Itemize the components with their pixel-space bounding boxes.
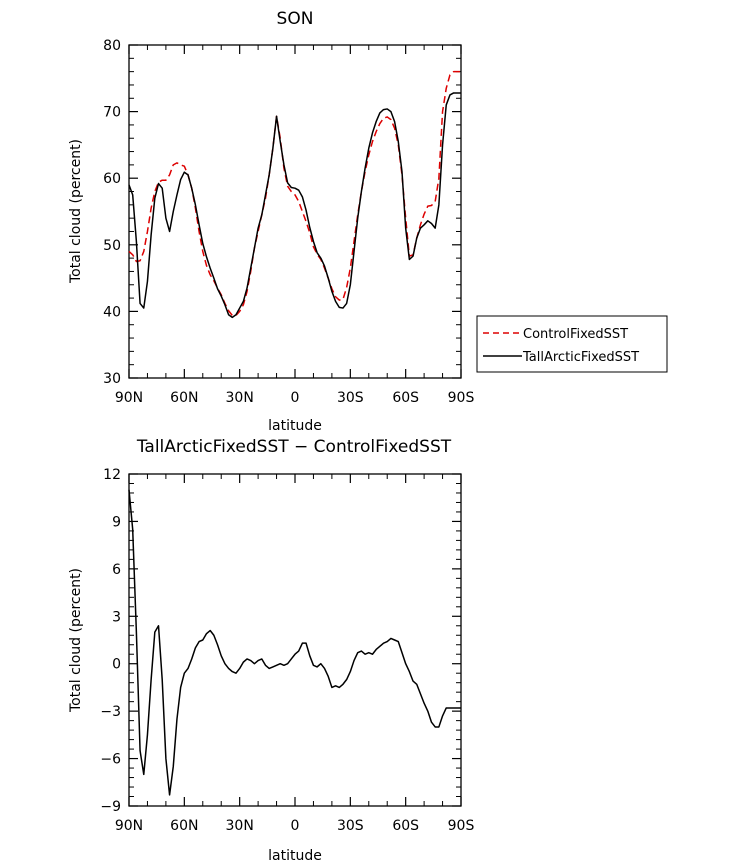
bottom-series-lines: [128, 489, 461, 796]
y-tick-label: 70: [103, 105, 121, 121]
y-tick-label: 12: [103, 467, 121, 483]
series-line-controlfixedsst: [128, 70, 461, 317]
bottom-tick-marks: [128, 473, 462, 807]
x-tick-label: 90N: [115, 818, 143, 834]
bottom-y-axis-title: Total cloud (percent): [68, 568, 84, 713]
y-tick-label: 50: [103, 238, 121, 254]
y-tick-label: 3: [112, 609, 121, 625]
x-tick-label: 60S: [392, 818, 419, 834]
y-tick-label: −3: [100, 704, 121, 720]
x-tick-label: 30N: [226, 390, 254, 406]
y-tick-label: −9: [100, 799, 121, 815]
top-tick-marks: [128, 44, 462, 379]
legend-label-tallarctic: TallArcticFixedSST: [522, 350, 639, 365]
x-tick-label: 90N: [115, 390, 143, 406]
legend-label-control: ControlFixedSST: [523, 327, 628, 342]
x-tick-label: 0: [291, 390, 300, 406]
y-tick-label: 9: [112, 514, 121, 530]
top-chart: SON 90N 60N 30N 0 30S 60S 90S 30 40 50 60 70 80 lat…: [68, 9, 474, 434]
x-tick-label: 30S: [337, 390, 364, 406]
x-tick-label: 30N: [226, 818, 254, 834]
y-tick-label: 80: [103, 38, 121, 54]
y-tick-label: 40: [103, 304, 121, 320]
y-tick-label: 6: [112, 562, 121, 578]
x-tick-label: 90S: [448, 818, 475, 834]
y-tick-label: 60: [103, 171, 121, 187]
y-tick-label: 0: [112, 657, 121, 673]
x-tick-label: 60N: [170, 390, 198, 406]
x-tick-label: 60N: [170, 818, 198, 834]
x-tick-label: 60S: [392, 390, 419, 406]
legend-box: [476, 315, 668, 373]
bottom-plot-frame: [128, 473, 462, 807]
x-tick-label: 30S: [337, 818, 364, 834]
bottom-y-tick-labels: −9 −6 −3 0 3 6 9 12: [100, 467, 121, 815]
bottom-x-tick-labels: 90N 60N 30N 0 30S 60S 90S: [115, 818, 475, 834]
bottom-chart-title: TallArcticFixedSST − ControlFixedSST: [136, 437, 452, 457]
top-plot-frame: [128, 44, 462, 379]
x-tick-label: 90S: [448, 390, 475, 406]
top-x-tick-labels: 90N 60N 30N 0 30S 60S 90S: [115, 390, 475, 406]
series-line-tallarcticfixedsst: [128, 92, 461, 319]
legend: ControlFixedSST TallArcticFixedSST: [476, 315, 668, 373]
top-series-lines: [128, 70, 461, 319]
y-tick-label: 30: [103, 371, 121, 387]
bottom-x-axis-title: latitude: [268, 848, 322, 864]
series-line-difference: [128, 489, 461, 796]
top-chart-title: SON: [277, 9, 314, 29]
top-x-axis-title: latitude: [268, 418, 322, 434]
top-y-axis-title: Total cloud (percent): [68, 139, 84, 284]
y-tick-label: −6: [100, 752, 121, 768]
top-y-tick-labels: 30 40 50 60 70 80: [103, 38, 121, 387]
bottom-chart: TallArcticFixedSST − ControlFixedSST 90N…: [68, 437, 474, 864]
x-tick-label: 0: [291, 818, 300, 834]
